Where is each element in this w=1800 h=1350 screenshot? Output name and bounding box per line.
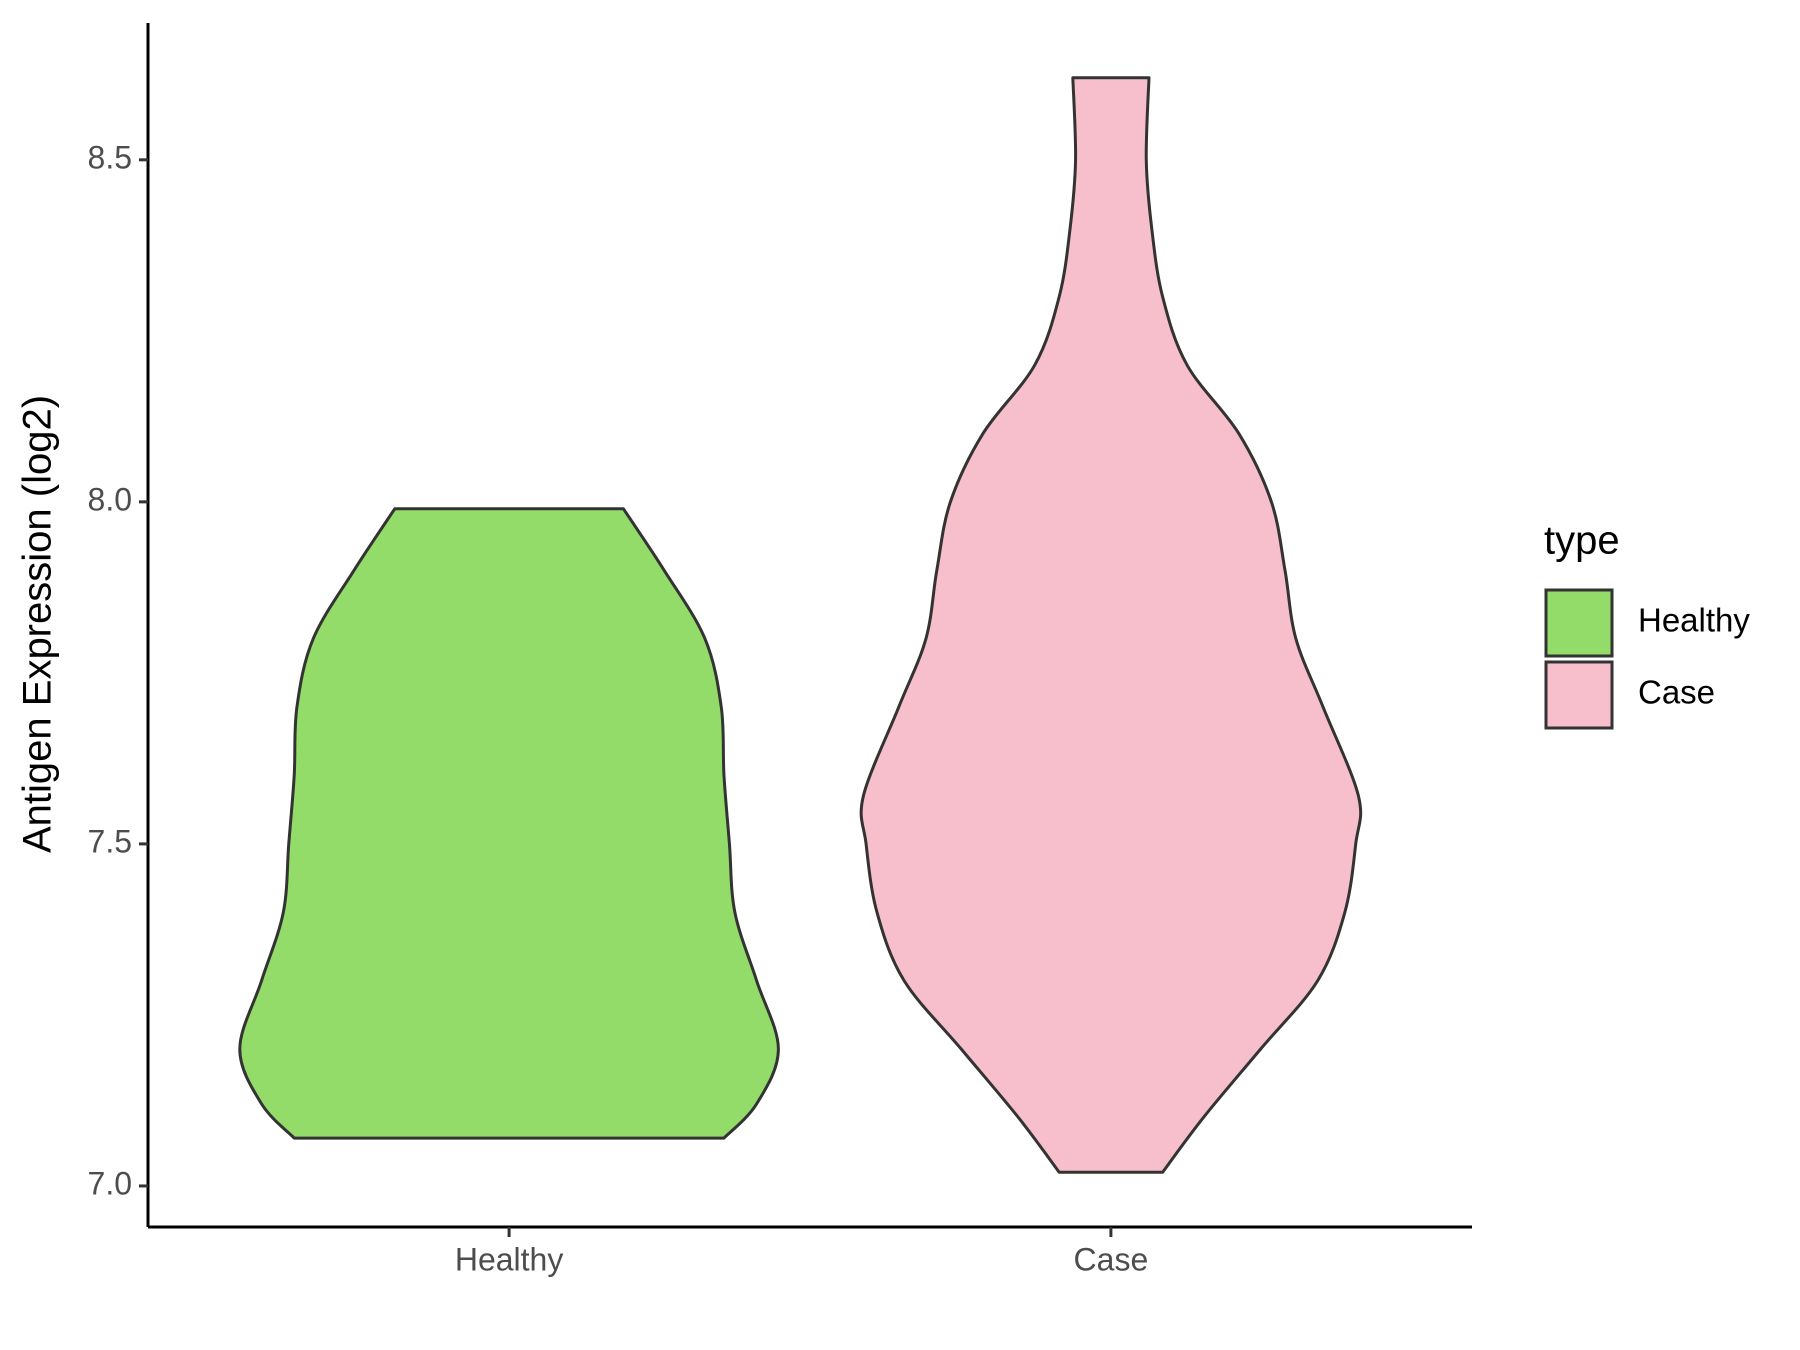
legend-label: Case: [1638, 674, 1715, 711]
legend-title: type: [1544, 519, 1620, 563]
y-axis-title: Antigen Expression (log2): [16, 395, 60, 853]
violin: [238, 507, 780, 1140]
x-tick-label: Healthy: [455, 1241, 564, 1277]
y-tick-label: 8.5: [88, 139, 132, 175]
y-tick-label: 7.5: [88, 823, 132, 859]
legend-key: [1544, 660, 1614, 730]
x-tick-label: Case: [1074, 1241, 1149, 1277]
violin: [859, 76, 1363, 1174]
legend-key: [1544, 588, 1614, 658]
y-tick-label: 8.0: [88, 481, 132, 517]
y-tick-label: 7.0: [88, 1165, 132, 1201]
legend-label: Healthy: [1638, 602, 1750, 639]
